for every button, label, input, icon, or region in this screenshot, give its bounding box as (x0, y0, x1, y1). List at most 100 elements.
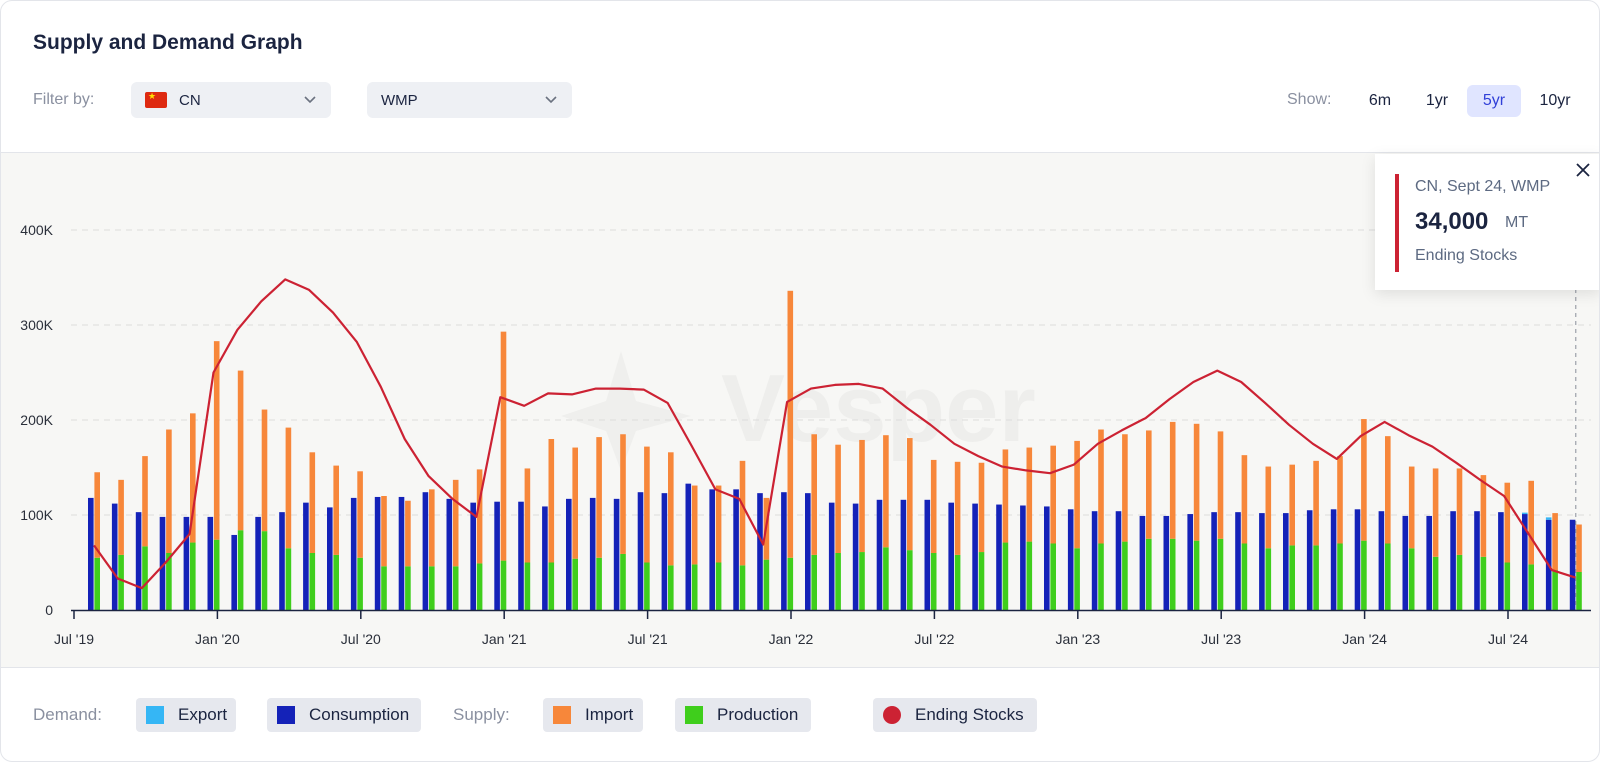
production-bar[interactable] (1241, 543, 1248, 611)
production-bar[interactable] (1265, 548, 1272, 610)
import-bar[interactable] (1289, 464, 1295, 546)
production-bar[interactable] (907, 550, 913, 610)
production-bar[interactable] (1432, 556, 1439, 610)
consumption-bar[interactable] (183, 516, 190, 610)
consumption-bar[interactable] (350, 497, 357, 610)
production-bar[interactable] (1002, 542, 1009, 610)
import-bar[interactable] (1361, 419, 1367, 541)
import-bar[interactable] (166, 429, 172, 554)
import-bar[interactable] (429, 489, 435, 567)
consumption-bar[interactable] (757, 493, 763, 610)
import-bar[interactable] (954, 461, 961, 555)
import-bar[interactable] (1480, 475, 1487, 557)
import-bar[interactable] (261, 409, 268, 532)
import-bar[interactable] (978, 462, 985, 553)
production-bar[interactable] (452, 566, 459, 610)
production-bar[interactable] (572, 558, 578, 610)
import-bar[interactable] (1193, 423, 1200, 541)
consumption-bar[interactable] (733, 489, 739, 610)
production-bar[interactable] (1480, 556, 1487, 610)
consumption-bar[interactable] (303, 502, 309, 610)
production-bar[interactable] (142, 546, 148, 610)
consumption-bar[interactable] (111, 503, 118, 610)
import-bar[interactable] (859, 439, 865, 553)
import-bar[interactable] (1504, 482, 1511, 563)
consumption-bar[interactable] (159, 516, 166, 610)
production-bar[interactable] (978, 552, 985, 610)
production-bar[interactable] (1385, 543, 1391, 611)
production-bar[interactable] (357, 557, 363, 610)
production-bar[interactable] (859, 552, 865, 610)
production-bar[interactable] (715, 562, 722, 611)
production-bar[interactable] (1576, 572, 1582, 610)
production-bar[interactable] (811, 554, 817, 610)
import-bar[interactable] (1313, 460, 1319, 546)
consumption-bar[interactable] (1283, 513, 1289, 610)
export-bar[interactable] (1545, 517, 1552, 520)
import-bar[interactable] (1217, 431, 1224, 539)
consumption-bar[interactable] (542, 506, 548, 610)
production-bar[interactable] (763, 559, 770, 610)
consumption-bar[interactable] (1522, 514, 1528, 610)
production-bar[interactable] (1337, 543, 1343, 611)
import-bar[interactable] (1528, 480, 1534, 565)
import-bar[interactable] (213, 341, 220, 540)
consumption-bar[interactable] (1163, 515, 1170, 610)
legend-consumption[interactable]: Consumption (267, 698, 421, 732)
import-bar[interactable] (548, 439, 555, 563)
production-bar[interactable] (1122, 541, 1128, 610)
production-bar[interactable] (1098, 543, 1104, 611)
production-bar[interactable] (94, 557, 100, 610)
production-bar[interactable] (500, 560, 507, 610)
production-bar[interactable] (620, 553, 626, 610)
import-bar[interactable] (1241, 455, 1248, 544)
consumption-bar[interactable] (1091, 511, 1098, 610)
consumption-bar[interactable] (1067, 509, 1074, 610)
import-bar[interactable] (1385, 436, 1391, 544)
production-bar[interactable] (1217, 538, 1224, 610)
consumption-bar[interactable] (876, 499, 883, 610)
consumption-bar[interactable] (1498, 512, 1504, 610)
production-bar[interactable] (596, 557, 602, 610)
consumption-bar[interactable] (255, 516, 261, 610)
import-bar[interactable] (787, 290, 794, 558)
consumption-bar[interactable] (207, 516, 214, 610)
consumption-bar[interactable] (852, 503, 859, 610)
consumption-bar[interactable] (1306, 510, 1313, 610)
production-bar[interactable] (190, 542, 196, 610)
production-bar[interactable] (333, 554, 339, 610)
consumption-bar[interactable] (996, 504, 1002, 610)
consumption-bar[interactable] (1259, 513, 1265, 610)
import-bar[interactable] (1169, 421, 1176, 539)
import-bar[interactable] (500, 331, 507, 561)
consumption-bar[interactable] (900, 499, 907, 610)
import-bar[interactable] (357, 471, 363, 558)
consumption-bar[interactable] (135, 512, 142, 610)
import-bar[interactable] (1265, 466, 1272, 549)
consumption-bar[interactable] (613, 498, 620, 610)
legend-import[interactable]: Import (543, 698, 643, 732)
production-bar[interactable] (644, 562, 650, 611)
consumption-bar[interactable] (1020, 505, 1026, 611)
consumption-bar[interactable] (805, 493, 811, 610)
import-bar[interactable] (835, 444, 841, 553)
legend-export[interactable]: Export (136, 698, 236, 732)
import-bar[interactable] (1002, 449, 1009, 543)
close-icon[interactable] (1573, 160, 1593, 180)
production-bar[interactable] (835, 553, 841, 610)
import-bar[interactable] (1050, 445, 1056, 544)
consumption-bar[interactable] (494, 501, 500, 610)
production-bar[interactable] (429, 566, 435, 610)
product-select[interactable]: WMP (367, 82, 572, 118)
consumption-bar[interactable] (1378, 511, 1385, 610)
import-bar[interactable] (524, 468, 531, 563)
consumption-bar[interactable] (1450, 511, 1456, 610)
import-bar[interactable] (572, 447, 578, 559)
production-bar[interactable] (405, 566, 411, 610)
consumption-bar[interactable] (398, 496, 405, 610)
consumption-bar[interactable] (470, 502, 476, 610)
export-bar[interactable] (1522, 512, 1528, 515)
production-bar[interactable] (1289, 545, 1295, 610)
production-bar[interactable] (1169, 538, 1176, 610)
